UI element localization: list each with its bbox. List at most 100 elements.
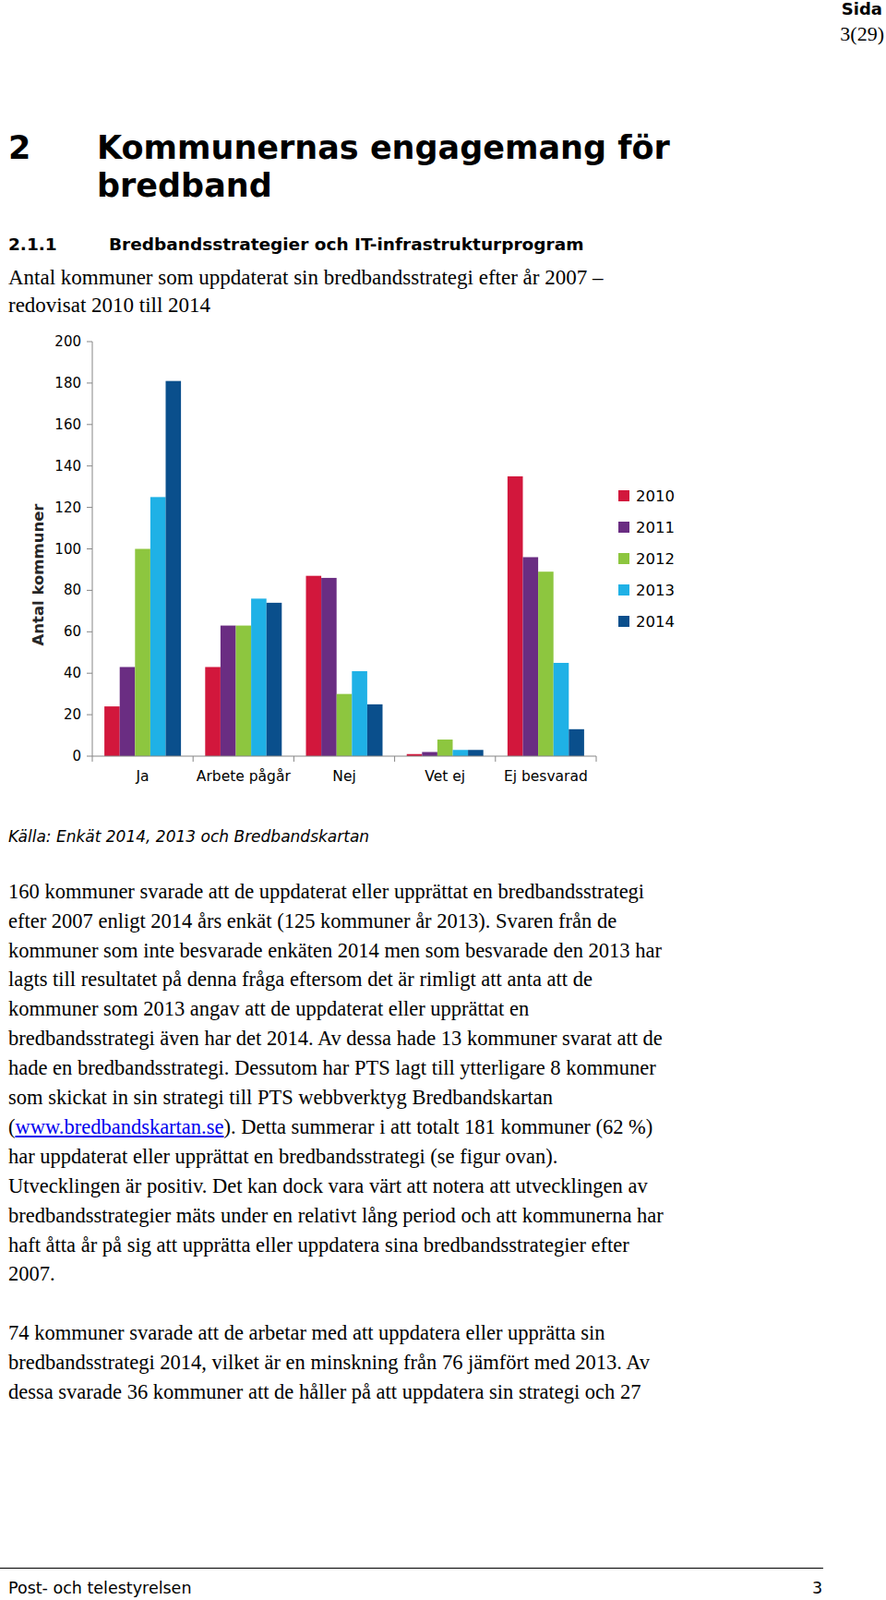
legend-swatch: [618, 584, 630, 596]
x-tick-label: Ja: [135, 767, 150, 785]
x-tick: [596, 755, 598, 762]
subheading-text: Bredbandsstrategier och IT-infrastruktur…: [108, 236, 584, 254]
link[interactable]: www.bredbandskartan.se: [15, 1114, 225, 1138]
x-tick: [394, 755, 396, 762]
x-tick: [293, 755, 295, 762]
paragraph-line: lagts till resultatet på denna fråga eft…: [8, 969, 593, 991]
bar: [538, 571, 554, 756]
y-tick-label: 20: [63, 706, 82, 723]
header-label: Sida: [841, 0, 883, 18]
bar: [119, 666, 136, 756]
bar: [367, 704, 384, 756]
y-tick: [86, 672, 93, 674]
heading-line: bredband: [96, 169, 273, 203]
legend-swatch: [618, 615, 630, 627]
y-tick-label: 100: [54, 540, 82, 558]
heading-number: 2: [8, 131, 31, 165]
y-tick: [86, 341, 93, 343]
x-tick-label: Nej: [332, 767, 356, 785]
y-tick-label: 200: [54, 333, 82, 350]
paragraph-line: kommuner som inte besvarade enkäten 2014…: [8, 940, 662, 962]
bar: [306, 575, 323, 756]
bar: [204, 666, 221, 756]
footer-page: 3: [812, 1580, 823, 1597]
footer-rule: [0, 1567, 824, 1569]
paragraph-line: Utvecklingen är positiv. Det kan dock va…: [8, 1175, 648, 1198]
y-tick-label: 140: [54, 457, 82, 475]
text-run: (: [8, 1114, 16, 1138]
header-page: 3(29): [839, 23, 885, 45]
heading-line: Kommunernas engagemang för: [96, 131, 671, 165]
paragraph-line: bredbandsstrategier mäts under en relati…: [8, 1205, 664, 1227]
y-tick-label: 180: [54, 374, 82, 392]
bar: [165, 381, 181, 756]
y-tick-label: 120: [54, 499, 82, 516]
text-run: ). Detta summerar i att totalt 181 kommu…: [223, 1114, 653, 1138]
bar: [150, 496, 167, 756]
legend-label: 2013: [635, 581, 675, 599]
bar: [452, 749, 468, 756]
y-axis-label: Antal kommuner: [29, 502, 48, 647]
figure-title: Antal kommuner som uppdaterat sin bredba…: [8, 266, 603, 288]
y-tick-label: 80: [63, 581, 82, 599]
bar: [321, 577, 337, 756]
paragraph-line: efter 2007 enligt 2014 års enkät (125 ko…: [8, 910, 617, 933]
legend-label: 2011: [635, 518, 675, 537]
x-tick-label: Ej besvarad: [503, 767, 588, 785]
y-tick: [86, 589, 93, 591]
legend-label: 2010: [635, 487, 675, 505]
y-tick: [86, 548, 93, 550]
y-tick-label: 40: [63, 664, 82, 682]
footer-publisher: Post- och telestyrelsen: [8, 1580, 192, 1597]
y-tick: [86, 631, 93, 633]
bar: [553, 662, 570, 756]
legend-swatch: [618, 490, 630, 502]
paragraph-line: kommuner som 2013 angav att de uppdatera…: [8, 998, 529, 1020]
y-tick: [86, 382, 93, 384]
paragraph-line: som skickat in sin strategi till PTS web…: [8, 1087, 553, 1109]
x-tick: [192, 755, 194, 762]
bar: [437, 739, 454, 756]
bar: [266, 602, 283, 756]
legend-label: 2012: [635, 550, 675, 568]
paragraph-line: 160 kommuner svarade att de uppdaterat e…: [8, 881, 645, 903]
x-tick-label: Arbete pågår: [196, 767, 292, 785]
bar: [220, 625, 237, 756]
paragraph-line: bredbandsstrategi även har det 2014. Av …: [8, 1028, 663, 1050]
legend-swatch: [618, 552, 630, 564]
paragraph-line: dessa svarade 36 kommuner att de håller …: [8, 1381, 641, 1403]
subheading-number: 2.1.1: [8, 236, 58, 254]
figure-title: redovisat 2010 till 2014: [8, 294, 211, 316]
bar: [507, 476, 524, 756]
x-tick-label: Vet ej: [424, 767, 466, 785]
y-tick: [86, 465, 93, 467]
legend-swatch: [618, 521, 630, 533]
figure-source: Källa: Enkät 2014, 2013 och Bredbandskar…: [8, 828, 370, 845]
bar: [467, 749, 484, 756]
y-tick-label: 60: [63, 622, 82, 640]
y-tick: [86, 423, 93, 425]
bar: [568, 729, 585, 756]
x-axis: [92, 755, 597, 757]
paragraph-line: bredbandsstrategi 2014, vilket är en min…: [8, 1352, 650, 1374]
paragraph-line: 74 kommuner svarade att de arbetar med a…: [8, 1322, 606, 1344]
bar: [351, 670, 368, 756]
paragraph-line: hade en bredbandsstrategi. Dessutom har …: [8, 1057, 657, 1079]
paragraph-line: haft åtta år på sig att upprätta eller u…: [8, 1234, 630, 1257]
legend-label: 2014: [635, 612, 675, 631]
y-tick-label: 0: [71, 747, 82, 765]
bar: [236, 625, 252, 756]
x-tick: [494, 755, 496, 762]
bar: [134, 549, 151, 757]
x-tick: [92, 755, 94, 762]
paragraph-line: har uppdaterat eller upprättat en bredba…: [8, 1146, 558, 1168]
bar: [421, 752, 438, 756]
paragraph-line: 2007.: [8, 1263, 56, 1285]
page: Sida 3(29) 2 Kommunernas engagemang för bred…: [0, 0, 886, 1600]
paragraph-line: (www.bredbandskartan.se). Detta summerar…: [8, 1116, 653, 1138]
bars: [104, 381, 585, 756]
bar: [523, 556, 539, 756]
y-tick: [86, 714, 93, 716]
y-tick: [86, 755, 93, 757]
y-tick: [86, 506, 93, 508]
